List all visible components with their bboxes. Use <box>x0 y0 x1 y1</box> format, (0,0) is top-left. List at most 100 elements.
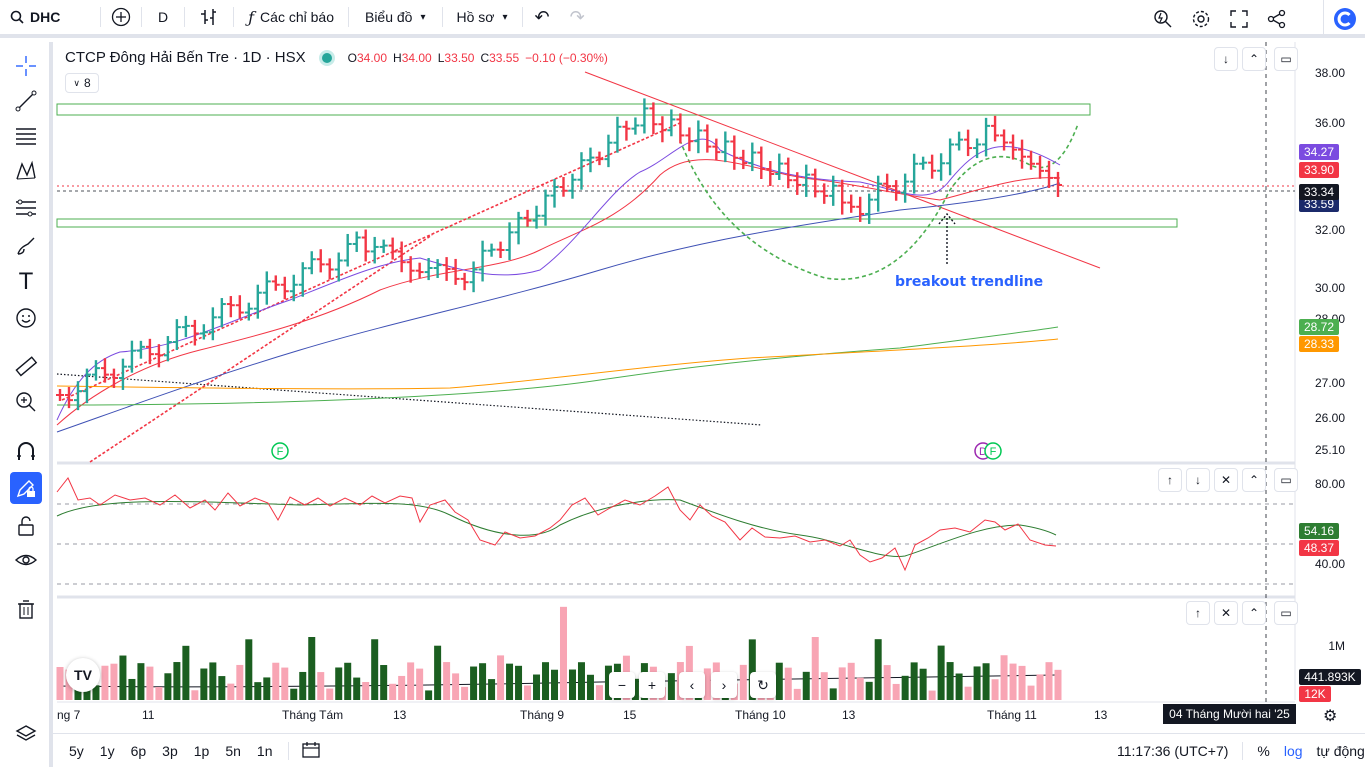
crosshair-price-tag: 33.34 <box>1299 184 1339 200</box>
move-pane-down-button[interactable]: ↓ <box>1186 468 1210 492</box>
divider <box>233 7 235 27</box>
compare-button[interactable] <box>101 0 141 36</box>
zoom-in-button[interactable]: + <box>639 672 665 698</box>
reset-chart-button[interactable]: ↻ <box>750 672 776 698</box>
time-tick: ng 7 <box>57 708 81 722</box>
undo-icon: ↶ <box>534 6 550 27</box>
bar-style-button[interactable] <box>185 0 233 36</box>
move-pane-up-button[interactable]: ↑ <box>1186 601 1210 625</box>
volume-bar <box>973 666 981 700</box>
brand-logo[interactable] <box>1323 0 1365 38</box>
dotted-trendline[interactable] <box>56 373 763 426</box>
eye-icon <box>14 554 38 566</box>
percent-toggle[interactable]: % <box>1257 742 1270 759</box>
auto-scale-toggle[interactable]: tự động <box>1316 742 1365 759</box>
projection-tool[interactable] <box>10 192 42 224</box>
profile-menu[interactable]: Hồ sơ ▾ <box>443 0 522 36</box>
text-tool[interactable]: T <box>10 266 42 298</box>
object-tree-tool[interactable] <box>10 718 42 750</box>
volume-bar <box>901 675 909 700</box>
zoom-in-icon <box>16 392 36 412</box>
ma-navy-price-tag: 33.59 <box>1299 196 1339 212</box>
pane-settings-button[interactable]: ▭ <box>1274 47 1298 71</box>
undo-button[interactable]: ↶ <box>523 0 562 36</box>
share-button[interactable] <box>1262 4 1292 34</box>
lock-drawings-tool[interactable] <box>10 510 42 542</box>
trendline-tool[interactable] <box>10 85 42 117</box>
emoji-tool[interactable] <box>10 302 42 334</box>
close-label: C <box>480 50 490 65</box>
resistance-zone[interactable] <box>56 103 1091 116</box>
uptrend-line-upper[interactable] <box>61 122 681 401</box>
range-5d[interactable]: 5n <box>225 742 241 759</box>
remove-pane-button[interactable]: ✕ <box>1214 468 1238 492</box>
uptrend-line-lower[interactable] <box>89 234 433 463</box>
restore-icon: ▭ <box>1280 473 1292 487</box>
quick-search-button[interactable] <box>1148 4 1178 34</box>
financials-marker[interactable] <box>984 442 1002 460</box>
magnet-tool[interactable] <box>10 436 42 468</box>
range-1m[interactable]: 1p <box>193 742 210 759</box>
range-1y[interactable]: 1y <box>99 742 115 759</box>
brush-tool[interactable] <box>10 230 42 262</box>
pattern-tool[interactable] <box>10 155 42 187</box>
remove-drawings-tool[interactable] <box>10 593 42 625</box>
instrument-title[interactable]: CTCP Đông Hải Bến Tre · 1D · HSX <box>65 49 306 66</box>
ruler-tool[interactable] <box>10 350 42 382</box>
tradingview-logo[interactable]: TV <box>66 658 100 692</box>
volume-pane-controls: ↑ ✕ ⌃ ▭ <box>1186 601 1298 625</box>
volume-bar <box>245 639 253 700</box>
profile-label: Hồ sơ <box>456 9 495 25</box>
volume-bar <box>847 662 855 700</box>
volume-bar <box>577 662 585 700</box>
support-zone[interactable] <box>56 218 1178 228</box>
stay-in-drawing-mode-tool[interactable] <box>10 472 42 504</box>
goto-date-button[interactable] <box>297 740 325 761</box>
settings-button[interactable] <box>1186 4 1216 34</box>
maximize-pane-button[interactable]: ⌃ <box>1242 601 1266 625</box>
scroll-left-button[interactable]: ‹ <box>679 672 705 698</box>
log-toggle[interactable]: log <box>1283 742 1303 759</box>
redo-button[interactable]: ↷ <box>562 0 593 36</box>
marker-text: D <box>979 446 987 458</box>
move-pane-up-button[interactable]: ↑ <box>1158 468 1182 492</box>
maximize-pane-button[interactable]: ⌃ <box>1242 47 1266 71</box>
zoom-tool[interactable] <box>10 386 42 418</box>
symbol-search[interactable]: DHC <box>0 0 100 36</box>
breakout-annotation[interactable]: breakout trendline <box>895 274 1044 290</box>
crosshair-tool[interactable] <box>10 50 42 82</box>
volume-bar <box>443 662 451 700</box>
move-pane-down-button[interactable]: ↓ <box>1214 47 1238 71</box>
fib-tool[interactable] <box>10 120 42 152</box>
axis-settings-button[interactable]: ⚙ <box>1323 706 1337 726</box>
descending-trendline[interactable] <box>584 71 1101 269</box>
zoom-out-button[interactable]: − <box>609 672 635 698</box>
maximize-pane-button[interactable]: ⌃ <box>1242 468 1266 492</box>
clock-timezone[interactable]: 11:17:36 (UTC+7) <box>1117 742 1229 759</box>
indicators-collapse-button[interactable]: ∨ 8 <box>65 73 99 93</box>
financials-marker[interactable] <box>271 442 289 460</box>
range-1d[interactable]: 1n <box>256 742 273 759</box>
volume-bar <box>353 677 361 700</box>
range-3m[interactable]: 3p <box>162 742 178 759</box>
pane-settings-button[interactable]: ▭ <box>1274 601 1298 625</box>
range-6m[interactable]: 6p <box>130 742 147 759</box>
remove-pane-button[interactable]: ✕ <box>1214 601 1238 625</box>
range-5y[interactable]: 5y <box>69 742 84 759</box>
dividend-marker[interactable] <box>974 442 992 460</box>
hide-drawings-tool[interactable] <box>10 544 42 576</box>
interval-button[interactable]: D <box>142 0 184 36</box>
cup-and-handle-pattern[interactable] <box>679 123 1079 280</box>
indicators-button[interactable]: ƒ Các chỉ báo <box>234 0 348 36</box>
volume-bar <box>883 665 891 700</box>
chart-type-menu[interactable]: Biểu đồ ▾ <box>349 0 442 36</box>
scroll-right-button[interactable]: › <box>711 672 737 698</box>
volume-bar <box>910 662 918 700</box>
chevron-down-icon: ▾ <box>502 11 508 23</box>
volume-bar <box>1045 662 1053 700</box>
divider <box>1242 741 1244 760</box>
fullscreen-button[interactable] <box>1224 4 1254 34</box>
event-markers[interactable]: F D F <box>271 442 1002 460</box>
pane-settings-button[interactable]: ▭ <box>1274 468 1298 492</box>
